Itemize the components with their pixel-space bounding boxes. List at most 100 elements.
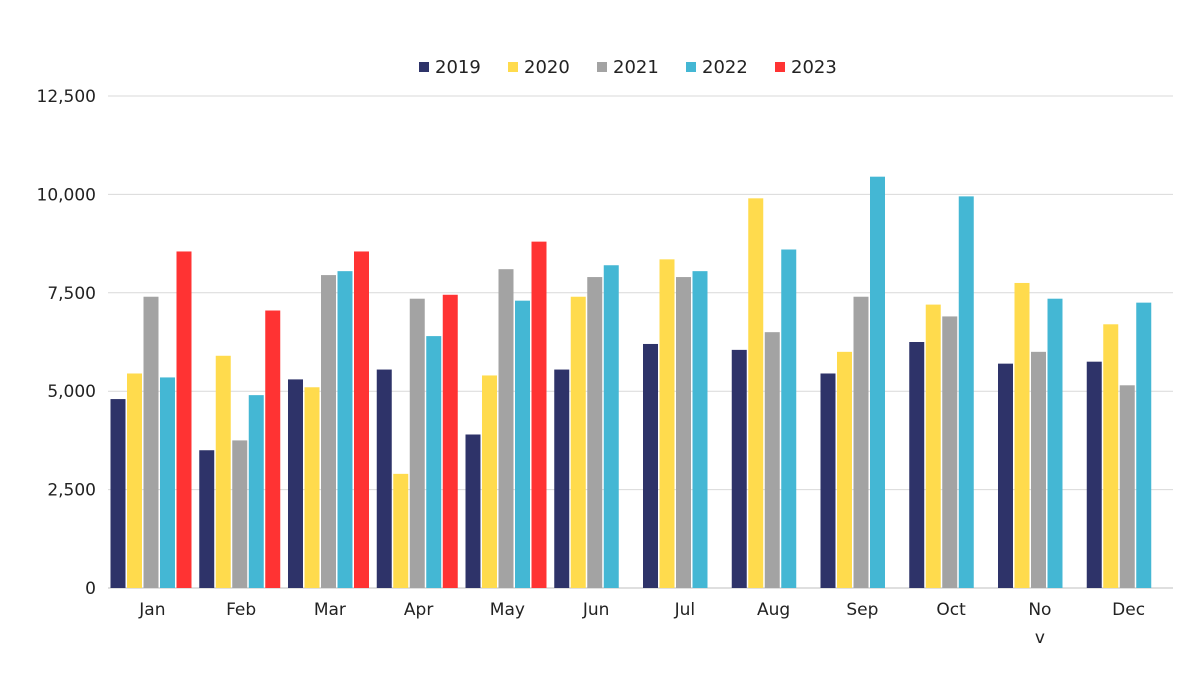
legend: 2019 2020 2021 2022 2023	[419, 57, 837, 78]
bar-2022-jan	[160, 377, 175, 588]
bar-2020-sep	[837, 351, 852, 588]
bar-2021-aug	[764, 332, 780, 588]
bar-2022-may	[515, 300, 530, 588]
x-tick-label: Sep	[846, 600, 878, 620]
bar-2019-aug	[731, 349, 747, 588]
bar-2020-dec	[1103, 324, 1119, 588]
x-tick-label-line: Jul	[674, 600, 696, 620]
legend-label-2021: 2021	[613, 57, 659, 78]
bar-2022-feb	[248, 395, 264, 588]
x-tick-label: Jul	[674, 600, 696, 620]
bar-2023-feb	[265, 310, 281, 588]
bar-2021-apr	[409, 298, 425, 588]
bar-2022-apr	[426, 336, 442, 588]
bar-2022-aug	[781, 249, 797, 588]
bar-2020-jan	[127, 373, 142, 588]
bar-2019-may	[465, 434, 481, 588]
bar-2019-apr	[376, 369, 392, 588]
x-tick-label: Apr	[404, 600, 433, 620]
y-tick-label: 7,500	[47, 284, 96, 304]
bar-2021-mar	[321, 275, 336, 588]
y-tick-label: 12,500	[37, 87, 96, 107]
x-tick-label: Aug	[757, 600, 790, 620]
x-tick-label-line: Jan	[138, 600, 165, 620]
legend-label-2022: 2022	[702, 57, 748, 78]
x-tick-label-line: Sep	[846, 600, 878, 620]
bar-2021-jan	[143, 296, 159, 588]
bar-2019-feb	[199, 450, 215, 588]
x-tick-label-line: v	[1035, 628, 1045, 648]
bar-2021-oct	[942, 316, 958, 588]
y-tick-label: 10,000	[37, 185, 96, 205]
bar-2023-apr	[442, 294, 458, 588]
bar-2022-sep	[870, 176, 885, 589]
x-tick-label-line: Oct	[936, 600, 966, 620]
bar-2021-jun	[587, 277, 603, 588]
bar-2021-nov	[1031, 351, 1046, 588]
bar-2020-jul	[659, 259, 675, 588]
bar-2019-jan	[110, 399, 126, 588]
bar-2020-nov	[1014, 282, 1030, 588]
bar-2021-sep	[853, 296, 869, 588]
bar-2020-jun	[570, 296, 586, 588]
bar-2020-apr	[393, 473, 409, 588]
bar-2021-dec	[1119, 385, 1135, 588]
x-tick-label-line: Jun	[582, 600, 610, 620]
legend-label-2019: 2019	[435, 57, 481, 78]
bar-2019-dec	[1086, 361, 1102, 588]
bar-2023-jan	[176, 251, 192, 589]
bar-2023-mar	[354, 251, 369, 589]
gridlines	[108, 95, 1173, 589]
y-axis-ticks: 0 2,500 5,000 7,500 10,000 12,500	[37, 87, 96, 599]
bar-2023-may	[531, 241, 547, 588]
x-tick-label: May	[490, 600, 525, 620]
x-tick-label: Feb	[226, 600, 256, 620]
x-tick-label-line: Mar	[314, 600, 346, 620]
bar-2019-mar	[288, 379, 303, 588]
bar-2022-jun	[603, 265, 619, 588]
bar-2019-oct	[909, 342, 925, 588]
x-tick-label: No v	[1028, 600, 1051, 648]
legend-swatch-2021	[597, 62, 607, 72]
y-tick-label: 0	[85, 579, 96, 599]
bar-2020-aug	[748, 198, 764, 588]
bar-2020-feb	[215, 355, 231, 588]
x-tick-label: Jan	[138, 600, 165, 620]
bar-2019-jun	[554, 369, 570, 588]
x-axis-ticks: Jan Feb Mar Apr May Jun Jul Aug Sep Oct No v Dec	[138, 600, 1145, 648]
bar-2022-dec	[1136, 302, 1152, 588]
bar-2022-nov	[1047, 298, 1063, 588]
bars	[110, 176, 1152, 589]
x-tick-label: Oct	[936, 600, 966, 620]
legend-swatch-2020	[508, 62, 518, 72]
bar-2019-nov	[998, 363, 1013, 588]
bar-2021-jul	[676, 277, 691, 588]
x-tick-label: Jun	[582, 600, 610, 620]
x-tick-label-line: May	[490, 600, 525, 620]
x-tick-label-line: Dec	[1112, 600, 1145, 620]
legend-swatch-2023	[775, 62, 785, 72]
y-tick-label: 2,500	[47, 481, 96, 501]
bar-2020-mar	[304, 387, 320, 588]
x-tick-label-line: Feb	[226, 600, 256, 620]
bar-2019-sep	[820, 373, 836, 588]
bar-2020-may	[482, 375, 497, 588]
y-tick-label: 5,000	[47, 382, 96, 402]
bar-2022-jul	[692, 271, 708, 588]
x-tick-label-line: Aug	[757, 600, 790, 620]
bar-2021-feb	[232, 440, 248, 588]
legend-swatch-2022	[686, 62, 696, 72]
bar-2022-oct	[958, 196, 974, 589]
bar-2019-jul	[643, 343, 658, 588]
legend-label-2023: 2023	[791, 57, 837, 78]
x-tick-label: Dec	[1112, 600, 1145, 620]
bar-2022-mar	[337, 271, 353, 588]
legend-swatch-2019	[419, 62, 429, 72]
x-tick-label: Mar	[314, 600, 346, 620]
legend-label-2020: 2020	[524, 57, 570, 78]
x-tick-label-line: Apr	[404, 600, 433, 620]
x-tick-label-line: No	[1028, 600, 1051, 620]
bar-2020-oct	[925, 304, 941, 588]
bar-2021-may	[498, 269, 514, 588]
